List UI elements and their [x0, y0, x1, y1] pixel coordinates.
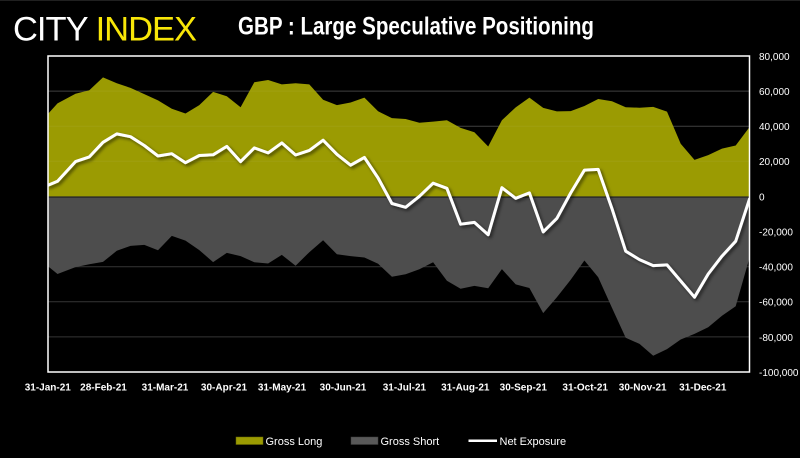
svg-text:31-Jul-21: 31-Jul-21	[383, 382, 427, 393]
svg-text:-40,000: -40,000	[759, 263, 793, 274]
svg-text:60,000: 60,000	[759, 87, 790, 98]
svg-text:20,000: 20,000	[759, 157, 790, 168]
svg-text:31-Jan-21: 31-Jan-21	[25, 382, 72, 393]
svg-text:-60,000: -60,000	[759, 298, 793, 309]
svg-text:40,000: 40,000	[759, 122, 790, 133]
svg-text:30-Jun-21: 30-Jun-21	[320, 382, 367, 393]
svg-text:31-Oct-21: 31-Oct-21	[562, 382, 608, 393]
svg-text:-100,000: -100,000	[759, 368, 799, 379]
svg-text:GBP : Large Speculative Positi: GBP : Large Speculative Positioning	[238, 13, 594, 41]
svg-text:Gross Short: Gross Short	[381, 436, 440, 448]
svg-text:0: 0	[759, 192, 765, 203]
svg-text:30-Sep-21: 30-Sep-21	[500, 382, 548, 393]
svg-text:-80,000: -80,000	[759, 333, 793, 344]
svg-text:Net Exposure: Net Exposure	[500, 436, 567, 448]
svg-text:31-Aug-21: 31-Aug-21	[441, 382, 490, 393]
svg-text:31-May-21: 31-May-21	[258, 382, 307, 393]
svg-text:31-Mar-21: 31-Mar-21	[142, 382, 189, 393]
svg-text:30-Apr-21: 30-Apr-21	[201, 382, 248, 393]
svg-text:28-Feb-21: 28-Feb-21	[80, 382, 127, 393]
svg-text:31-Dec-21: 31-Dec-21	[679, 382, 727, 393]
svg-text:30-Nov-21: 30-Nov-21	[619, 382, 667, 393]
svg-text:Gross Long: Gross Long	[266, 436, 323, 448]
svg-text:-20,000: -20,000	[759, 227, 793, 238]
svg-text:80,000: 80,000	[759, 52, 790, 63]
